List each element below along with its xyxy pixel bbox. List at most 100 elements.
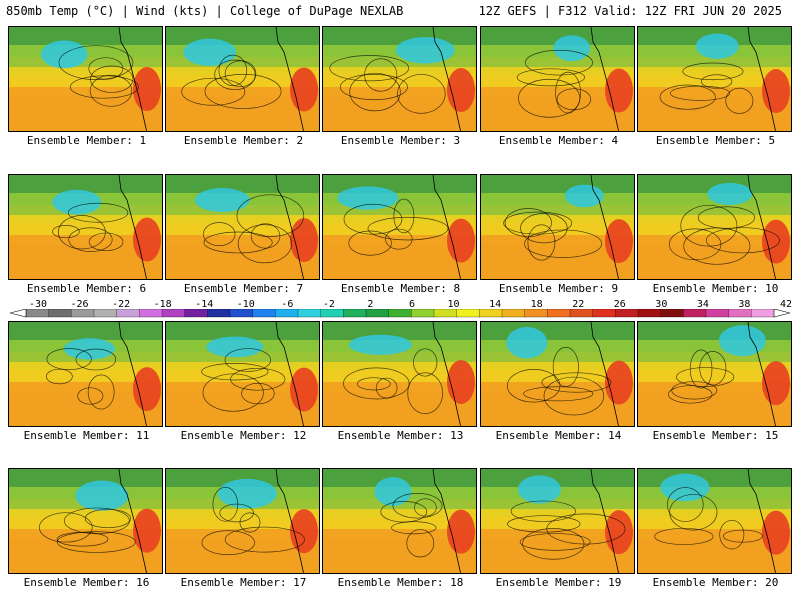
map-panel bbox=[165, 174, 320, 280]
ensemble-member-label: Ensemble Member: 5 bbox=[655, 134, 776, 147]
colorbar-right-arrow bbox=[773, 309, 791, 318]
colorbar-swatch bbox=[479, 309, 503, 318]
colorbar-left-arrow bbox=[9, 309, 27, 318]
ensemble-member-label: Ensemble Member: 18 bbox=[337, 576, 464, 589]
map-panel bbox=[165, 468, 320, 574]
colorbar-tick-label: -30 bbox=[28, 299, 48, 310]
colorbar-swatch bbox=[161, 309, 186, 318]
temperature-map bbox=[323, 469, 476, 573]
temperature-map bbox=[638, 469, 791, 573]
temperature-map bbox=[9, 469, 162, 573]
ensemble-member-label: Ensemble Member: 16 bbox=[23, 576, 150, 589]
temperature-map bbox=[9, 27, 162, 131]
colorbar-tick-label: 42 bbox=[779, 299, 793, 310]
temperature-map bbox=[481, 27, 634, 131]
colorbar-tick-label: 34 bbox=[696, 299, 709, 310]
colorbar-swatch bbox=[637, 309, 662, 318]
colorbar-swatch bbox=[433, 309, 458, 318]
colorbar-swatch bbox=[25, 309, 50, 318]
colorbar-swatch bbox=[116, 309, 140, 318]
map-panel bbox=[637, 468, 792, 574]
colorbar-tick-label: 26 bbox=[613, 299, 626, 310]
colorbar-tick-label: -6 bbox=[281, 299, 294, 310]
colorbar-swatch bbox=[728, 309, 752, 318]
colorbar-swatch bbox=[184, 309, 208, 318]
temperature-colorbar: -30 -26 -22 -18 -14 -10 -6 -2 2 6 10 14 18 22 26 30 34 38… bbox=[8, 299, 792, 325]
map-panel bbox=[8, 468, 163, 574]
ensemble-member-label: Ensemble Member: 14 bbox=[495, 429, 622, 442]
temperature-map bbox=[323, 175, 476, 279]
colorbar-swatch bbox=[229, 309, 254, 318]
header-title-right: 12Z GEFS | F312 Valid: 12Z FRI JUN 20 20… bbox=[478, 4, 782, 18]
temperature-map bbox=[481, 175, 634, 279]
temperature-map bbox=[638, 27, 791, 131]
colorbar-tick-label: -22 bbox=[112, 299, 131, 310]
ensemble-member-label: Ensemble Member: 7 bbox=[183, 282, 304, 295]
ensemble-member-label: Ensemble Member: 8 bbox=[340, 282, 461, 295]
map-panel bbox=[8, 321, 163, 427]
colorbar-tick-label: 18 bbox=[530, 299, 543, 310]
map-panel bbox=[8, 174, 163, 280]
ensemble-member-label: Ensemble Member: 12 bbox=[180, 429, 307, 442]
ensemble-member-label: Ensemble Member: 19 bbox=[495, 576, 622, 589]
map-panel bbox=[8, 26, 163, 132]
temperature-map bbox=[638, 175, 791, 279]
temperature-map bbox=[323, 322, 476, 426]
map-panel bbox=[637, 321, 792, 427]
colorbar-swatch bbox=[411, 309, 435, 318]
colorbar-swatch bbox=[592, 309, 616, 318]
temperature-map bbox=[323, 27, 476, 131]
map-panel bbox=[322, 321, 477, 427]
ensemble-member-label: Ensemble Member: 2 bbox=[183, 134, 304, 147]
temperature-map bbox=[481, 469, 634, 573]
colorbar-tick-label: -2 bbox=[322, 299, 335, 310]
ensemble-member-label: Ensemble Member: 15 bbox=[652, 429, 779, 442]
map-panel bbox=[165, 26, 320, 132]
colorbar-swatch bbox=[48, 309, 72, 318]
colorbar-tick-label: -18 bbox=[153, 299, 172, 310]
ensemble-member-label: Ensemble Member: 11 bbox=[23, 429, 150, 442]
map-panel bbox=[480, 321, 635, 427]
temperature-map bbox=[166, 322, 319, 426]
colorbar-swatch bbox=[388, 309, 412, 318]
temperature-map bbox=[481, 322, 634, 426]
colorbar-swatch bbox=[456, 309, 480, 318]
map-panel bbox=[165, 321, 320, 427]
colorbar-tick-label: 10 bbox=[447, 299, 460, 310]
colorbar-tick-label: 14 bbox=[489, 299, 502, 310]
colorbar-swatch bbox=[751, 309, 775, 318]
colorbar-swatch bbox=[615, 309, 639, 318]
colorbar-swatch bbox=[683, 309, 707, 318]
colorbar-swatch bbox=[252, 309, 276, 318]
map-panel bbox=[322, 174, 477, 280]
colorbar-tick-label: 6 bbox=[408, 299, 416, 310]
map-panel bbox=[322, 26, 477, 132]
header-title-left: 850mb Temp (°C) | Wind (kts) | College o… bbox=[6, 4, 404, 18]
ensemble-member-label: Ensemble Member: 3 bbox=[340, 134, 461, 147]
colorbar-swatch bbox=[660, 309, 684, 318]
colorbar-swatch bbox=[71, 309, 95, 318]
colorbar-swatch bbox=[501, 309, 526, 318]
colorbar-swatch bbox=[93, 309, 118, 318]
temperature-map bbox=[638, 322, 791, 426]
temperature-map bbox=[166, 27, 319, 131]
ensemble-member-label: Ensemble Member: 10 bbox=[652, 282, 779, 295]
colorbar-tick-label: 22 bbox=[572, 299, 585, 310]
colorbar-tick-label: 2 bbox=[367, 299, 374, 310]
colorbar-tick-label: -26 bbox=[70, 299, 89, 310]
colorbar-swatch bbox=[365, 309, 390, 318]
map-panel bbox=[480, 468, 635, 574]
ensemble-member-label: Ensemble Member: 20 bbox=[652, 576, 779, 589]
colorbar-swatch bbox=[343, 309, 367, 318]
map-panel bbox=[480, 26, 635, 132]
colorbar-swatch bbox=[297, 309, 322, 318]
colorbar-swatch bbox=[207, 309, 231, 318]
map-panel bbox=[480, 174, 635, 280]
map-panel bbox=[637, 174, 792, 280]
ensemble-member-label: Ensemble Member: 9 bbox=[498, 282, 619, 295]
temperature-map bbox=[166, 469, 319, 573]
colorbar-swatch bbox=[275, 309, 299, 318]
map-panel bbox=[322, 468, 477, 574]
ensemble-member-label: Ensemble Member: 1 bbox=[26, 134, 147, 147]
colorbar-swatch bbox=[320, 309, 344, 318]
